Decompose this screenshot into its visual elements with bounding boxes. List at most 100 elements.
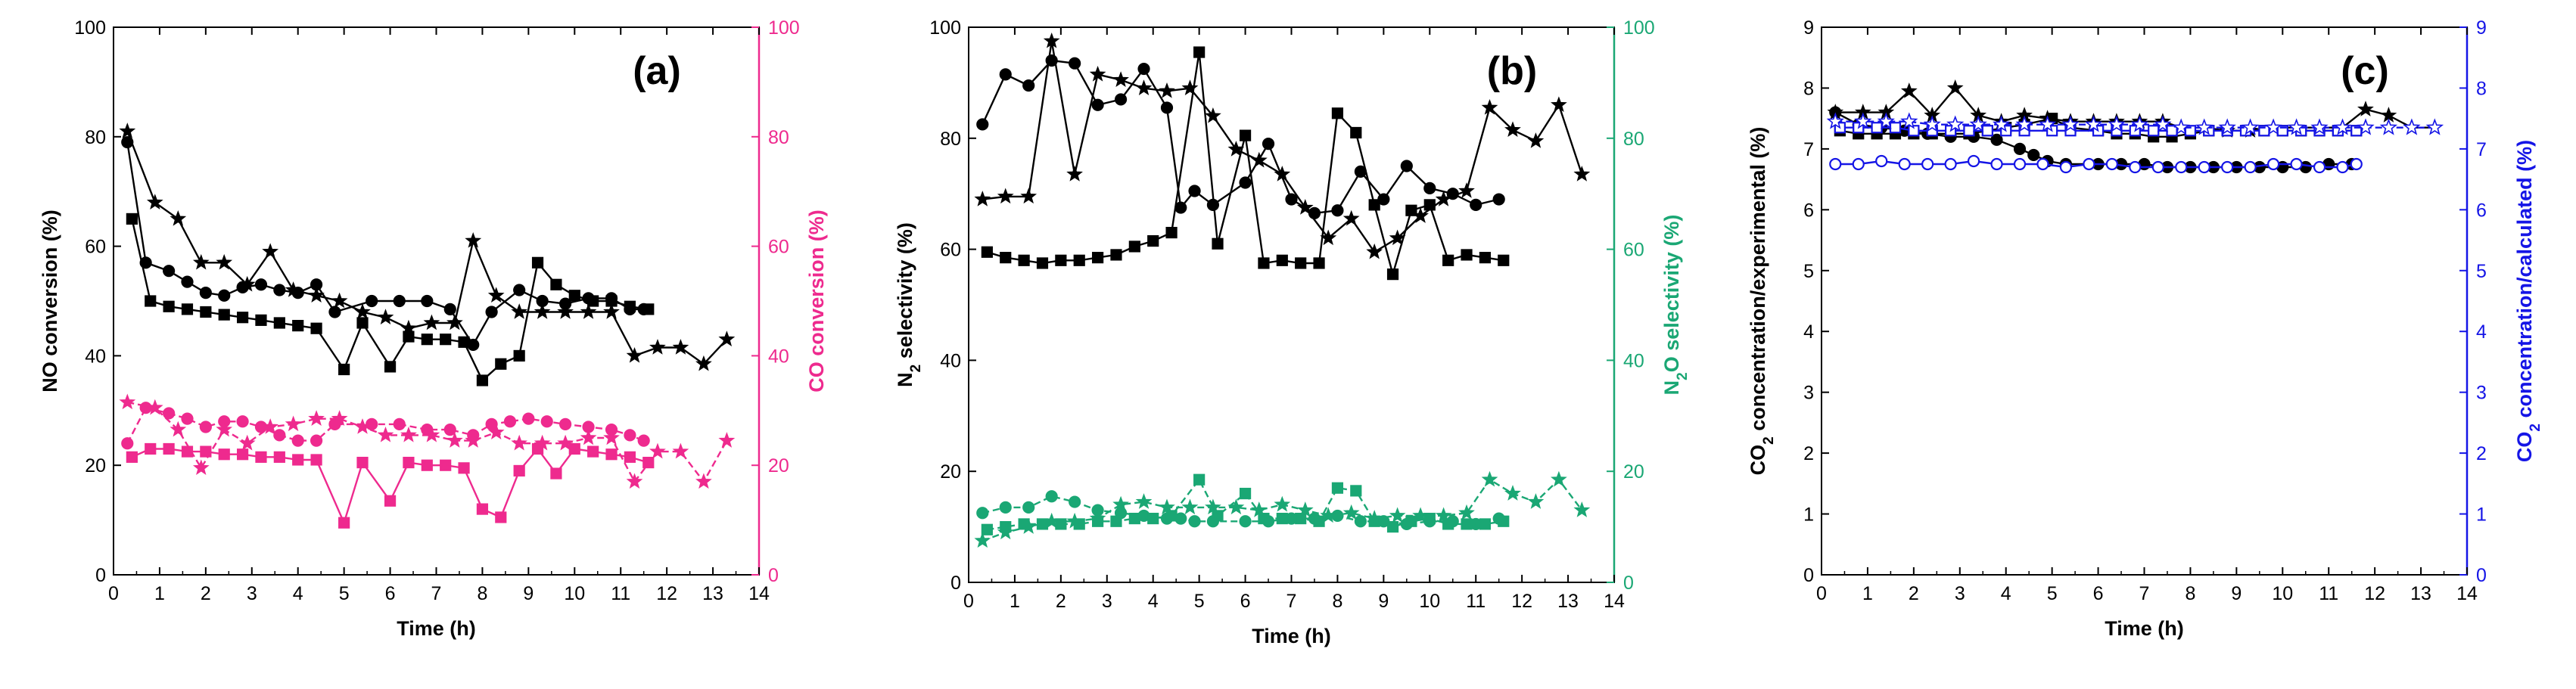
- data-point-star: [2357, 118, 2375, 135]
- data-point-circle: [2313, 160, 2326, 174]
- data-point-star: [331, 410, 348, 426]
- data-point-circle: [291, 434, 304, 447]
- data-point-circle: [2151, 160, 2164, 174]
- data-point-star: [580, 303, 597, 319]
- data-point-circle: [163, 265, 176, 278]
- x-tick-label: 1: [1862, 583, 1873, 604]
- data-point-square: [1128, 241, 1140, 253]
- data-point-star: [487, 287, 505, 303]
- data-point-circle: [421, 294, 434, 308]
- data-point-square: [1295, 257, 1307, 269]
- data-point-square: [1110, 249, 1122, 261]
- data-point-star: [400, 426, 417, 442]
- x-tick-label: 8: [1332, 591, 1342, 612]
- y2-tick-label: 60: [1623, 240, 1644, 261]
- data-point-square: [642, 303, 655, 315]
- data-point-star: [1481, 98, 1498, 115]
- data-point-star: [1020, 518, 1038, 534]
- data-point-circle: [1967, 154, 1980, 168]
- data-point-circle: [1898, 157, 1911, 171]
- data-point-square: [1442, 254, 1454, 266]
- data-point-square: [1963, 125, 1975, 137]
- data-point-star: [534, 303, 551, 319]
- data-point-star: [2333, 118, 2352, 135]
- data-point-square: [440, 459, 452, 471]
- data-point-square: [1091, 252, 1104, 264]
- data-point-star: [2218, 118, 2236, 135]
- data-point-star: [649, 339, 666, 355]
- data-point-star: [1089, 510, 1106, 526]
- x-tick-label: 7: [2139, 583, 2150, 604]
- data-point-star: [1923, 115, 1941, 132]
- data-point-star: [1135, 79, 1153, 95]
- data-point-square: [495, 358, 507, 370]
- data-point-star: [1066, 512, 1083, 529]
- data-point-square: [981, 523, 993, 535]
- data-point-square: [531, 256, 544, 268]
- data-point-star: [423, 426, 440, 442]
- data-point-circle: [254, 278, 268, 291]
- x-tick-label: 14: [2456, 583, 2478, 604]
- data-point-star: [1342, 504, 1360, 520]
- data-point-circle: [2105, 157, 2118, 171]
- data-point-star: [511, 434, 528, 451]
- panel-c: 0 1 2 3 4 5 6 7 8 9 10 11 12 13 1401234567890123456789…: [1747, 17, 2543, 640]
- data-point-star: [603, 303, 620, 319]
- data-point-star: [2172, 118, 2190, 135]
- data-point-star: [695, 355, 712, 371]
- data-point-square: [1276, 254, 1288, 266]
- x-tick-label: 3: [1102, 591, 1112, 612]
- data-point-circle: [1069, 495, 1081, 508]
- data-point-star: [997, 188, 1014, 204]
- data-point-square: [550, 467, 562, 480]
- series-line-right-square: [131, 447, 649, 526]
- data-point-star: [534, 434, 551, 451]
- data-point-circle: [2198, 160, 2210, 174]
- data-point-square: [2148, 125, 2160, 137]
- data-point-star: [2195, 118, 2214, 135]
- y-tick-label: 7: [1803, 139, 1814, 160]
- x-tick-label: 0: [963, 591, 974, 612]
- data-point-square: [126, 451, 138, 463]
- data-point-star: [1412, 207, 1429, 223]
- data-point-square: [1479, 518, 1492, 530]
- data-point-circle: [2013, 157, 2027, 171]
- data-point-star: [1435, 507, 1452, 523]
- data-point-circle: [2336, 160, 2349, 174]
- data-point-circle: [558, 417, 572, 431]
- data-point-square: [513, 464, 525, 477]
- data-point-star: [192, 253, 210, 270]
- data-point-square: [1981, 125, 1993, 137]
- x-tick-label: 0: [108, 583, 119, 604]
- data-point-star: [2357, 101, 2374, 116]
- data-point-circle: [513, 284, 526, 296]
- data-point-star: [354, 303, 371, 319]
- data-point-square: [1258, 512, 1270, 525]
- data-point-square: [292, 454, 304, 466]
- data-point-square: [218, 309, 230, 321]
- data-point-star: [331, 292, 348, 309]
- data-point-star: [1504, 121, 1521, 138]
- data-point-star: [2108, 115, 2126, 132]
- data-point-square: [458, 336, 470, 348]
- data-point-circle: [999, 501, 1012, 514]
- data-point-circle: [1308, 206, 1321, 219]
- data-point-circle: [999, 68, 1012, 81]
- data-point-star: [2241, 118, 2260, 135]
- data-point-star: [557, 303, 574, 319]
- x-tick-label: 7: [1286, 591, 1297, 612]
- data-point-star: [1527, 132, 1545, 148]
- data-point-circle: [1069, 57, 1081, 70]
- x-tick-label: 9: [2231, 583, 2242, 604]
- data-point-square: [1313, 515, 1325, 527]
- y2-tick-label: 5: [2476, 261, 2487, 282]
- data-point-circle: [163, 407, 176, 420]
- data-point-circle: [218, 289, 231, 302]
- y2-tick-label: 40: [1623, 350, 1644, 371]
- data-point-star: [511, 303, 528, 319]
- data-point-circle: [1262, 138, 1275, 151]
- data-point-star: [1112, 71, 1129, 87]
- data-point-circle: [393, 294, 406, 308]
- y-tick-label: 8: [1803, 78, 1814, 99]
- data-point-star: [1274, 495, 1291, 512]
